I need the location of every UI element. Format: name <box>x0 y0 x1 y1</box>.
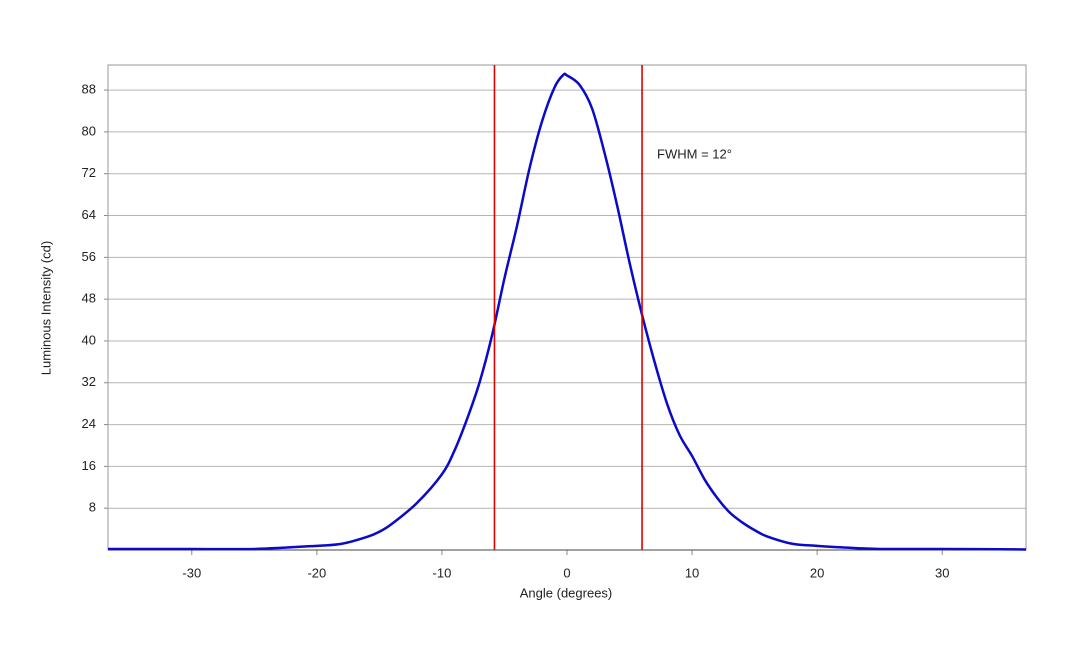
x-tick-label: -20 <box>307 565 326 580</box>
x-tick-label: 10 <box>685 565 699 580</box>
y-tick-label: 56 <box>82 249 96 264</box>
x-tick-label: 20 <box>810 565 824 580</box>
y-tick-label: 48 <box>82 291 96 306</box>
y-tick-label: 24 <box>82 416 96 431</box>
x-axis-label: Angle (degrees) <box>520 585 613 600</box>
y-tick-label: 80 <box>82 123 96 138</box>
y-tick-label: 8 <box>89 500 96 515</box>
curve <box>107 72 1027 551</box>
x-tick-label: -10 <box>433 565 452 580</box>
y-tick-label: 88 <box>82 82 96 97</box>
x-tick-label: -30 <box>182 565 201 580</box>
annotation: FWHM = 12° <box>657 146 732 161</box>
y-tick-label: 40 <box>82 332 96 347</box>
y-tick-label: 72 <box>82 165 96 180</box>
plot-frame <box>107 64 1027 551</box>
y-tick-label: 16 <box>82 458 96 473</box>
x-tick-label: 0 <box>563 565 570 580</box>
x-tick-label: 30 <box>935 565 949 580</box>
y-tick-label: 64 <box>82 207 96 222</box>
y-axis-label: Luminous Intensity (cd) <box>38 241 53 375</box>
y-tick-label: 32 <box>82 374 96 389</box>
